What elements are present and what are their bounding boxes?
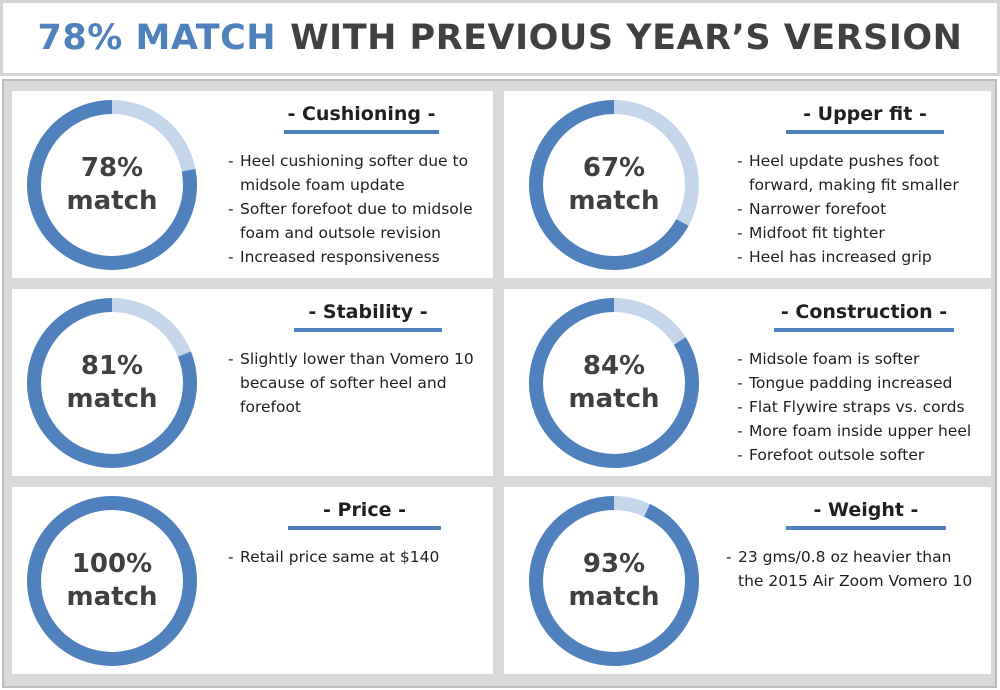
donut-chart	[27, 100, 197, 270]
bullet-item: Forefoot outsole softer	[737, 443, 971, 467]
match-ring: 100% match	[24, 493, 200, 669]
section-title: - Stability -	[294, 301, 442, 332]
panel-cushioning: 78% match - Cushioning - Heel cushioning…	[12, 91, 493, 278]
panels-container: 78% match - Cushioning - Heel cushioning…	[2, 79, 997, 688]
match-label: 67% match	[526, 97, 702, 273]
match-ring: 81% match	[24, 295, 200, 471]
section-title: - Construction -	[774, 301, 954, 332]
match-word: match	[66, 582, 158, 612]
section-title: - Weight -	[786, 499, 946, 530]
bullet-list: Midsole foam is softerTongue padding inc…	[737, 347, 971, 467]
bullet-item: More foam inside upper heel	[737, 419, 971, 443]
donut-filled	[27, 496, 197, 666]
bullet-item: Tongue padding increased	[737, 371, 971, 395]
bullet-list: Heel update pushes foot forward, making …	[737, 149, 959, 269]
match-percent: 93%	[582, 549, 646, 579]
match-word: match	[66, 186, 158, 216]
bullet-list: Retail price same at $140	[228, 545, 439, 569]
donut-chart	[27, 298, 197, 468]
match-label: 93% match	[526, 493, 702, 669]
match-percent: 81%	[80, 351, 144, 381]
match-word: match	[568, 384, 660, 414]
match-word: match	[66, 384, 158, 414]
section-title: - Price -	[288, 499, 441, 530]
header-accent: 78% MATCH	[37, 18, 277, 58]
panel-upper-fit: 67% match - Upper fit - Heel update push…	[504, 91, 991, 278]
bullet-item: Increased responsiveness	[228, 245, 473, 269]
donut-filled	[27, 100, 197, 270]
match-percent: 67%	[582, 153, 646, 183]
donut-chart	[529, 100, 699, 270]
header-title: WITH PREVIOUS YEAR’S VERSION	[290, 18, 963, 58]
match-word: match	[568, 186, 660, 216]
panel-weight: 93% match - Weight - 23 gms/0.8 oz heavi…	[504, 487, 991, 674]
match-percent: 84%	[582, 351, 646, 381]
match-percent: 100%	[71, 549, 153, 579]
bullet-item: Flat Flywire straps vs. cords	[737, 395, 971, 419]
match-label: 78% match	[24, 97, 200, 273]
bullet-item: Heel has increased grip	[737, 245, 959, 269]
panel-stability: 81% match - Stability - Slightly lower t…	[12, 289, 493, 476]
match-ring: 78% match	[24, 97, 200, 273]
match-label: 84% match	[526, 295, 702, 471]
bullet-item: Narrower forefoot	[737, 197, 959, 221]
bullet-item: Midfoot fit tighter	[737, 221, 959, 245]
panel-construction: 84% match - Construction - Midsole foam …	[504, 289, 991, 476]
donut-chart	[529, 496, 699, 666]
donut-filled	[529, 100, 699, 270]
donut-chart	[529, 298, 699, 468]
bullet-item: Heel update pushes foot forward, making …	[737, 149, 959, 197]
match-percent: 78%	[80, 153, 144, 183]
donut-filled	[529, 496, 699, 666]
donut-filled	[27, 298, 197, 468]
match-word: match	[568, 582, 660, 612]
donut-filled	[529, 298, 699, 468]
page-header: 78% MATCH WITH PREVIOUS YEAR’S VERSION	[0, 0, 1000, 76]
match-ring: 84% match	[526, 295, 702, 471]
donut-chart	[27, 496, 197, 666]
match-ring: 67% match	[526, 97, 702, 273]
bullet-item: Midsole foam is softer	[737, 347, 971, 371]
match-label: 100% match	[24, 493, 200, 669]
panel-price: 100% match - Price - Retail price same a…	[12, 487, 493, 674]
match-ring: 93% match	[526, 493, 702, 669]
match-label: 81% match	[24, 295, 200, 471]
section-title: - Upper fit -	[786, 103, 944, 134]
section-title: - Cushioning -	[284, 103, 439, 134]
bullet-item: Retail price same at $140	[228, 545, 439, 569]
